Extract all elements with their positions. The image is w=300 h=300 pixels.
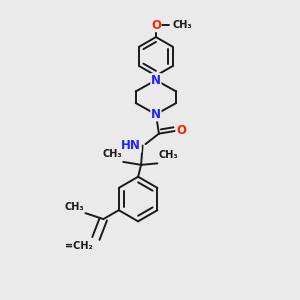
Text: CH₃: CH₃ [102,149,122,159]
Text: N: N [151,74,161,87]
Text: CH₃: CH₃ [173,20,193,30]
Text: CH₃: CH₃ [159,150,178,161]
Text: CH₃: CH₃ [64,202,84,212]
Text: =CH₂: =CH₂ [65,241,93,251]
Text: N: N [151,108,161,121]
Text: HN: HN [121,139,141,152]
Text: O: O [176,124,186,137]
Text: O: O [151,19,161,32]
